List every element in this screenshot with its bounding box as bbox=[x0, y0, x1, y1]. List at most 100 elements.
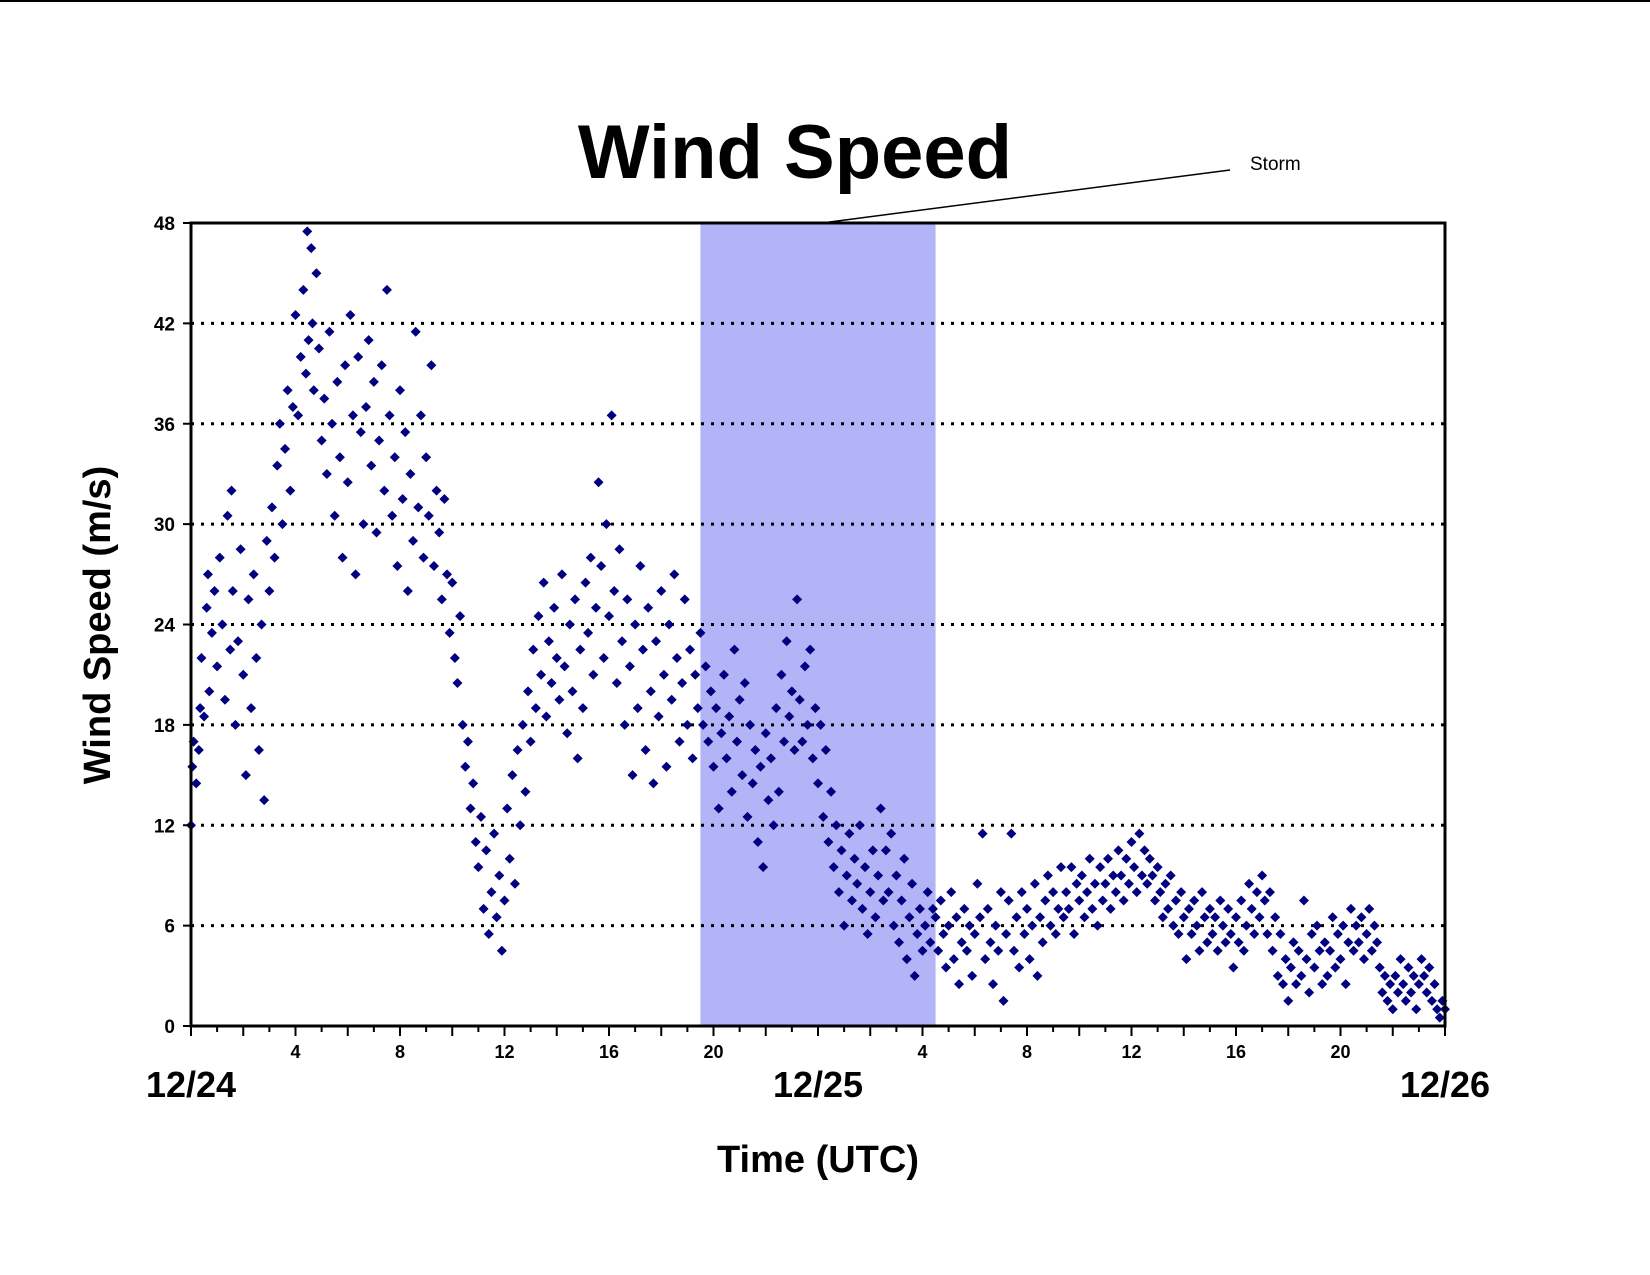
data-point bbox=[303, 335, 314, 346]
data-point bbox=[1244, 878, 1255, 889]
data-point bbox=[893, 937, 904, 948]
data-point bbox=[995, 887, 1006, 898]
data-point bbox=[758, 862, 769, 873]
data-point bbox=[327, 418, 338, 429]
data-point bbox=[1186, 928, 1197, 939]
data-point bbox=[904, 912, 915, 923]
data-point bbox=[387, 510, 398, 521]
data-point bbox=[831, 820, 842, 831]
data-point bbox=[1390, 970, 1401, 981]
data-point bbox=[1296, 970, 1307, 981]
data-point bbox=[1419, 970, 1430, 981]
data-point bbox=[233, 636, 244, 647]
data-point bbox=[671, 652, 682, 663]
y-tick-label: 18 bbox=[154, 716, 175, 737]
data-point bbox=[888, 920, 899, 931]
data-point bbox=[423, 510, 434, 521]
data-point bbox=[860, 862, 871, 873]
data-point bbox=[452, 678, 463, 689]
data-point bbox=[1246, 903, 1257, 914]
data-point bbox=[1035, 912, 1046, 923]
data-point bbox=[933, 945, 944, 956]
data-point bbox=[1022, 903, 1032, 914]
data-point bbox=[1118, 895, 1129, 906]
data-point bbox=[199, 711, 210, 722]
data-point bbox=[209, 586, 220, 597]
data-point bbox=[1364, 903, 1375, 914]
data-point bbox=[784, 711, 795, 722]
date-label: 12/24 bbox=[146, 1064, 236, 1105]
data-point bbox=[703, 736, 714, 747]
data-point bbox=[306, 243, 317, 254]
data-point bbox=[1348, 945, 1359, 956]
data-point bbox=[246, 703, 257, 714]
storm-annotation-leader bbox=[821, 169, 1231, 224]
data-point bbox=[1434, 1012, 1445, 1023]
data-point bbox=[1029, 878, 1040, 889]
data-point bbox=[1424, 962, 1435, 973]
x-tick-label: 16 bbox=[1226, 1042, 1246, 1062]
data-point bbox=[682, 719, 693, 730]
data-point bbox=[617, 636, 628, 647]
data-point bbox=[384, 410, 395, 421]
data-point bbox=[1251, 887, 1262, 898]
data-point bbox=[747, 778, 758, 789]
data-point bbox=[841, 870, 852, 881]
data-point bbox=[805, 644, 816, 655]
data-point bbox=[941, 962, 952, 973]
data-point bbox=[637, 644, 648, 655]
data-point bbox=[520, 786, 531, 797]
data-point bbox=[251, 652, 262, 663]
data-point bbox=[695, 627, 706, 638]
data-point bbox=[329, 510, 340, 521]
data-point bbox=[1116, 870, 1127, 881]
data-point bbox=[358, 519, 369, 530]
data-point bbox=[1131, 887, 1142, 898]
data-point bbox=[938, 928, 949, 939]
data-point bbox=[1089, 878, 1100, 889]
data-point bbox=[256, 619, 267, 630]
data-point bbox=[674, 736, 685, 747]
data-point bbox=[1102, 853, 1113, 864]
data-point bbox=[517, 719, 528, 730]
data-point bbox=[418, 552, 429, 563]
data-point bbox=[426, 360, 437, 371]
data-point bbox=[664, 619, 675, 630]
data-point bbox=[1176, 887, 1187, 898]
data-point bbox=[1285, 962, 1296, 973]
data-point bbox=[285, 485, 296, 496]
data-point bbox=[226, 485, 237, 496]
data-point bbox=[1327, 912, 1338, 923]
data-point bbox=[457, 719, 468, 730]
data-point bbox=[771, 703, 782, 714]
data-point bbox=[732, 736, 743, 747]
data-point bbox=[1055, 862, 1066, 873]
x-tick-label: 4 bbox=[290, 1042, 300, 1062]
data-point bbox=[436, 594, 447, 605]
data-point bbox=[786, 686, 797, 697]
data-point bbox=[308, 385, 319, 396]
data-point bbox=[998, 995, 1009, 1006]
data-point bbox=[559, 661, 570, 672]
chart-title: Wind Speed bbox=[578, 110, 1012, 195]
data-point bbox=[1359, 954, 1370, 965]
data-point bbox=[204, 686, 215, 697]
data-point bbox=[1400, 995, 1411, 1006]
data-point bbox=[408, 535, 419, 546]
data-point bbox=[1173, 928, 1184, 939]
x-tick-label: 8 bbox=[395, 1042, 405, 1062]
data-point bbox=[447, 577, 458, 588]
data-point bbox=[768, 820, 779, 831]
data-point bbox=[1382, 995, 1393, 1006]
data-point bbox=[355, 427, 366, 438]
data-point bbox=[577, 703, 588, 714]
data-point bbox=[1108, 870, 1119, 881]
data-point bbox=[943, 920, 954, 931]
data-point bbox=[413, 502, 424, 513]
data-point bbox=[912, 928, 923, 939]
data-point bbox=[750, 744, 761, 755]
data-point bbox=[880, 845, 891, 856]
data-point bbox=[1330, 962, 1341, 973]
data-point bbox=[533, 611, 544, 622]
data-point bbox=[567, 686, 578, 697]
